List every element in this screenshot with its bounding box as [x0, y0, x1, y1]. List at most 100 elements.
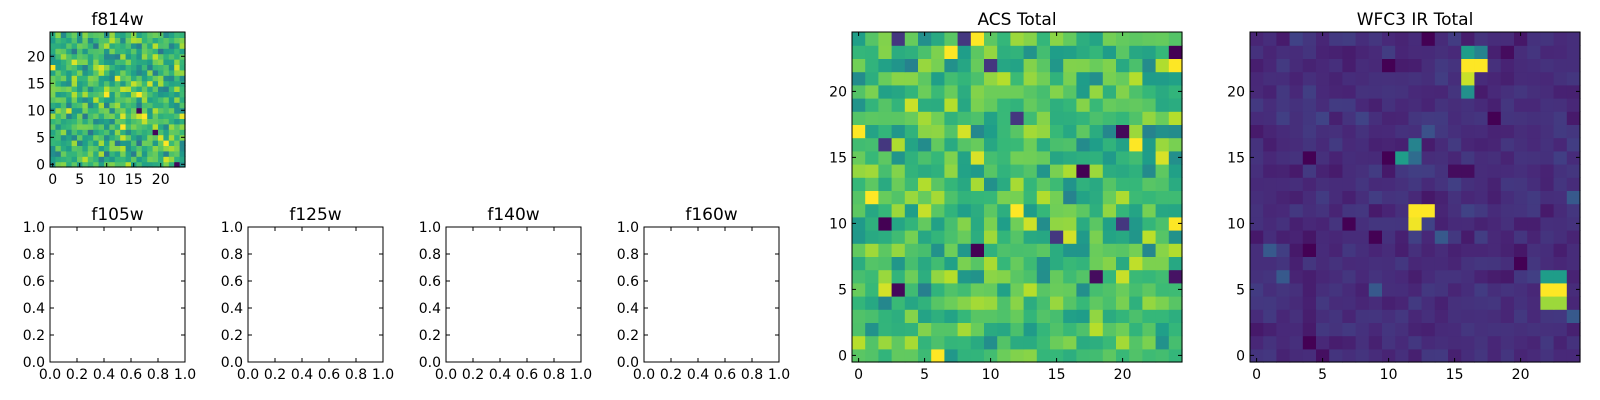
heatmap-cell: [1461, 111, 1475, 125]
heatmap-cell: [141, 75, 148, 82]
heatmap-cell: [152, 91, 159, 98]
heatmap-cell: [1500, 84, 1515, 99]
heatmap-cell: [55, 123, 62, 130]
heatmap-cell: [997, 177, 1011, 191]
heatmap-cell: [174, 91, 181, 98]
heatmap-cell: [1116, 177, 1130, 191]
heatmap-cell: [1250, 348, 1264, 363]
heatmap-cell: [93, 32, 100, 38]
heatmap-cell: [1276, 269, 1291, 284]
heatmap-cell: [997, 335, 1011, 350]
heatmap-cell: [141, 42, 148, 49]
heatmap-cell: [1514, 58, 1528, 73]
heatmap-cell: [957, 322, 972, 337]
heatmap-cell: [1329, 45, 1343, 59]
heatmap-cell: [852, 322, 866, 337]
y-tick-label: 20: [27, 49, 45, 65]
heatmap-cell: [1500, 71, 1515, 86]
heatmap-cell: [174, 113, 181, 119]
heatmap-cell: [1142, 216, 1157, 231]
heatmap-cell: [891, 296, 906, 310]
heatmap-cell: [131, 48, 137, 55]
heatmap-cell: [970, 322, 985, 337]
tick-marks: 0.0 0.2 0.4 0.6 0.8 1.00.00.20.40.60.81.0: [221, 220, 394, 383]
heatmap-cell: [957, 45, 972, 59]
heatmap-cell: [152, 107, 159, 114]
heatmap-cell: [1461, 150, 1475, 165]
heatmap-cell: [904, 203, 919, 218]
heatmap-cell: [1368, 177, 1383, 191]
heatmap-cell: [1076, 32, 1091, 46]
heatmap-cell: [865, 124, 879, 139]
heatmap-cell: [109, 113, 116, 119]
heatmap-cell: [1527, 124, 1541, 139]
heatmap-cell: [1474, 256, 1489, 271]
heatmap-cell: [1129, 45, 1143, 59]
heatmap-cell: [1421, 190, 1436, 205]
heatmap-cell: [1553, 150, 1568, 165]
heatmap-cell: [1155, 269, 1170, 284]
y-tick-label: 0.2: [419, 328, 441, 344]
heatmap-cell: [918, 177, 932, 191]
heatmap-cell: [1487, 348, 1502, 363]
heatmap-cell: [109, 91, 116, 98]
heatmap-cell: [136, 118, 143, 125]
heatmap-cell: [82, 150, 89, 157]
heatmap-cell: [1382, 111, 1396, 125]
heatmap-cell: [1089, 243, 1104, 257]
heatmap-cell: [120, 113, 127, 119]
heatmap-cell: [1329, 203, 1343, 218]
heatmap-cell: [1010, 243, 1025, 257]
heatmap-cell: [1342, 45, 1357, 59]
x-tick-label: 0.4: [687, 367, 709, 383]
heatmap-cell: [997, 32, 1011, 46]
heatmap-cell: [1089, 58, 1104, 73]
heatmap-cell: [109, 32, 116, 38]
heatmap-cell: [1500, 203, 1515, 218]
heatmap-cell: [141, 123, 148, 130]
heatmap-cell: [931, 296, 945, 310]
heatmap-cell: [1316, 230, 1330, 244]
heatmap-cell: [168, 161, 175, 168]
heatmap-cell: [1116, 322, 1130, 337]
heatmap-cell: [114, 69, 121, 76]
heatmap-cell: [957, 348, 972, 363]
heatmap-cell: [98, 37, 105, 44]
heatmap-cell: [82, 129, 89, 136]
heatmap-cell: [71, 129, 78, 136]
heatmap-cell: [60, 107, 67, 114]
heatmap-cell: [944, 230, 959, 244]
heatmap-cell: [60, 42, 67, 49]
heatmap-cell: [77, 59, 83, 65]
heatmap-cell: [71, 102, 78, 109]
heatmap-cell: [1355, 256, 1370, 271]
heatmap-cell: [1102, 124, 1117, 139]
x-tick-label: 0.0: [39, 367, 61, 383]
heatmap-cell: [125, 145, 132, 152]
heatmap-cell: [1500, 150, 1515, 165]
heatmap-cell: [1540, 243, 1555, 257]
heatmap-cell: [131, 42, 137, 49]
heatmap-cell: [1342, 32, 1357, 46]
heatmap-cell: [98, 123, 105, 130]
heatmap-cell: [1474, 177, 1489, 191]
heatmap-cell: [957, 137, 972, 152]
heatmap-cell: [66, 48, 73, 55]
heatmap-cell: [1382, 32, 1396, 46]
heatmap-cell: [1129, 98, 1143, 112]
heatmap-cell: [163, 48, 170, 55]
heatmap-cell: [152, 156, 159, 163]
x-tick-label: 0: [854, 367, 863, 383]
heatmap-cell: [55, 59, 62, 65]
heatmap-cell: [1474, 322, 1489, 337]
heatmap-cell: [1434, 124, 1449, 139]
heatmap-cell: [1142, 282, 1157, 297]
heatmap-cell: [1142, 256, 1157, 271]
heatmap-cell: [1514, 45, 1528, 59]
heatmap-cell: [1010, 282, 1025, 297]
heatmap-cell: [158, 113, 164, 119]
heatmap-cell: [114, 102, 121, 109]
heatmap-cell: [1276, 322, 1291, 337]
heatmap-cell: [136, 75, 143, 82]
heatmap-cell: [1263, 58, 1277, 73]
